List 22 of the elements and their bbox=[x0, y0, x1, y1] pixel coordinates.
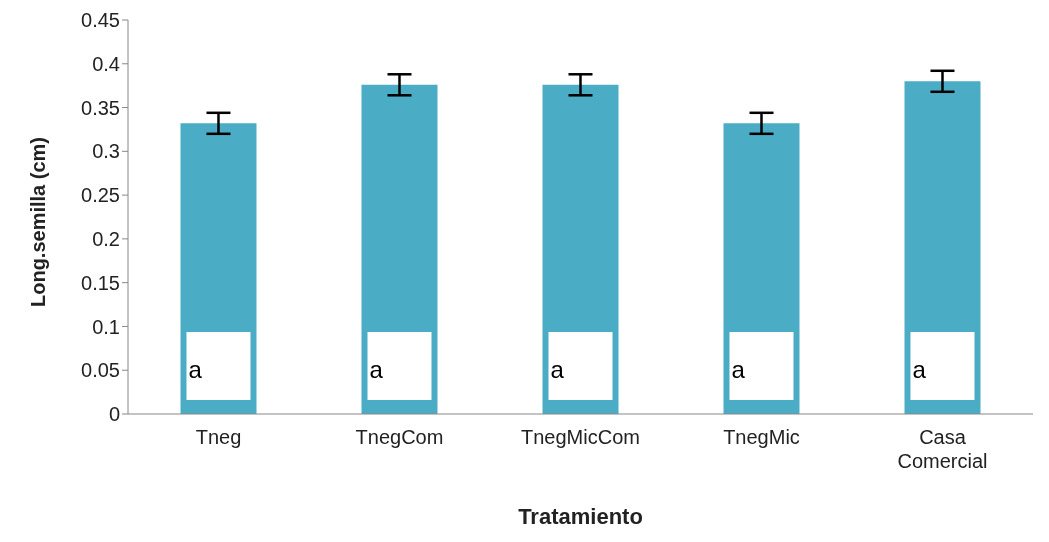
annotation: a bbox=[912, 356, 927, 383]
y-tick-label: 0 bbox=[108, 403, 120, 426]
x-tick-label: TnegMicCom bbox=[521, 426, 640, 448]
annotation: a bbox=[731, 356, 746, 383]
x-tick-label: Casa Comercial bbox=[897, 426, 988, 472]
x-tick-label: Tneg bbox=[195, 426, 242, 448]
y-tick-label: 0.1 bbox=[92, 315, 120, 338]
annotation: a bbox=[369, 356, 384, 383]
y-tick-label: 0.25 bbox=[81, 184, 120, 207]
y-tick-label: 0.2 bbox=[92, 227, 120, 250]
x-tick-label: TnegCom bbox=[355, 426, 444, 448]
y-tick-label: 0.45 bbox=[81, 9, 120, 32]
x-tick-label: TnegMic bbox=[723, 426, 800, 448]
y-tick-label: 0.15 bbox=[81, 271, 120, 294]
y-tick-label: 0.05 bbox=[81, 359, 120, 382]
y-axis-title: Long.semilla (cm) bbox=[27, 136, 50, 307]
annotation: a bbox=[188, 356, 203, 383]
y-tick-label: 0.4 bbox=[92, 52, 120, 75]
y-tick-label: 0.3 bbox=[92, 140, 120, 163]
annotation: a bbox=[550, 356, 565, 383]
y-tick-label: 0.35 bbox=[81, 96, 120, 119]
x-axis-title: Tratamiento bbox=[518, 504, 643, 529]
